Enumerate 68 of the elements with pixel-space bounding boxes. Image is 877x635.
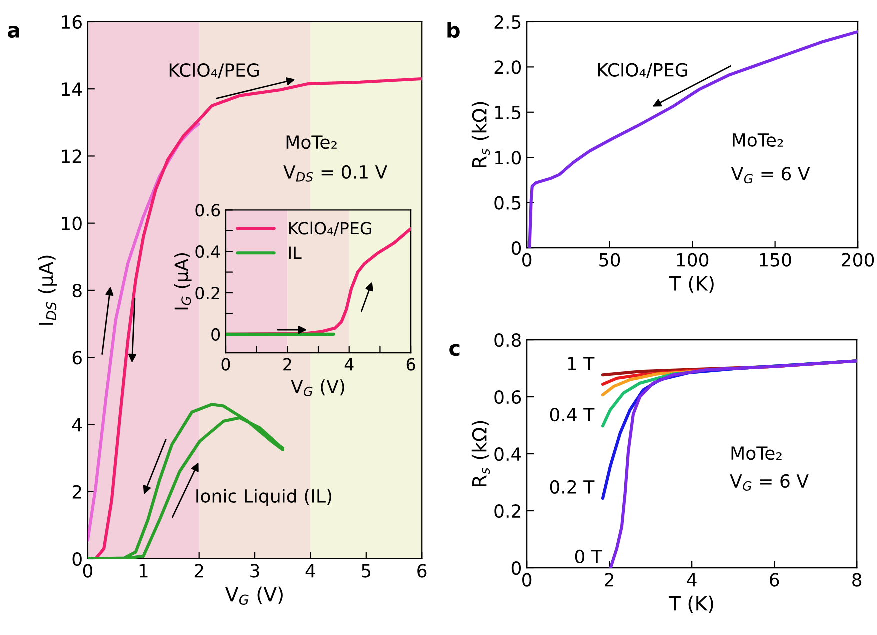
annotation: MoTe₂: [286, 136, 337, 150]
y-axis-title: I$_{G}$ (μA): [174, 254, 192, 310]
y-tick-label: 0.6: [196, 204, 220, 217]
x-tick-label: 0: [522, 573, 532, 587]
y-tick-label: 2.5: [494, 15, 521, 30]
series-label: 0.4 T: [550, 408, 595, 422]
y-tick-label: 0: [72, 552, 82, 566]
x-tick-label: 0: [222, 358, 230, 371]
x-tick-label: 200: [842, 253, 874, 267]
x-axis-title: V$_{G}$ (V): [226, 586, 283, 606]
x-tick-label: 0: [83, 564, 93, 578]
x-tick-label: 6: [770, 573, 780, 587]
x-axis-title: T (K): [669, 596, 714, 614]
y-tick-label: 0: [512, 241, 522, 256]
y-tick-label: 1.5: [495, 106, 521, 120]
x-tick-label: 4: [687, 573, 697, 587]
x-tick-label: 8: [852, 573, 862, 587]
annotation: KClO₄/PEG: [598, 62, 688, 78]
y-axis-title: R$_{s}$ (kΩ): [472, 421, 490, 487]
annotation: MoTe₂: [732, 446, 782, 460]
legend-label: IL: [289, 246, 302, 259]
annotation: MoTe₂: [733, 134, 784, 148]
x-tick-label: 2: [284, 358, 292, 371]
x-axis-title: V$_{G}$ (V): [291, 380, 344, 396]
y-tick-label: 2.0: [494, 60, 522, 74]
series-label: 0 T: [575, 550, 603, 564]
series-label: 0.2 T: [550, 480, 595, 494]
y-tick-label: 0.2: [494, 504, 520, 518]
chart-title: c: [450, 344, 460, 356]
x-tick-label: 6: [418, 564, 427, 578]
x-tick-label: 5: [362, 564, 371, 578]
y-tick-label: 0.6: [494, 390, 522, 404]
y-tick-label: 1.0: [495, 151, 522, 165]
annotation: Ionic Liquid (IL): [196, 489, 332, 507]
y-tick-label: 16: [62, 15, 82, 30]
annotation: V$_{G}$ = 6 V: [731, 167, 810, 184]
x-tick-label: 1: [140, 564, 148, 578]
y-tick-label: 10: [62, 216, 82, 230]
series-label: 1 T: [568, 357, 595, 370]
y-tick-label: 0.5: [494, 196, 521, 210]
legend-label: KClO₄/PEG: [289, 222, 372, 236]
annotation: V$_{DS}$ = 0.1 V: [284, 165, 388, 182]
y-tick-label: 0.8: [494, 334, 521, 348]
y-tick-label: 12: [62, 150, 82, 164]
x-tick-label: 4: [306, 564, 316, 578]
x-tick-label: 3: [250, 564, 260, 578]
y-tick-label: 8: [72, 284, 82, 298]
chart-title: a: [8, 26, 20, 38]
x-tick-label: 50: [600, 253, 620, 267]
annotation: KClO₄/PEG: [170, 63, 259, 79]
y-tick-label: 2: [72, 485, 82, 499]
y-tick-label: 0: [212, 328, 220, 341]
y-tick-label: 4: [72, 418, 82, 432]
x-tick-label: 6: [406, 358, 416, 371]
chart-title: b: [448, 22, 460, 38]
y-axis-title: R$_{s}$ (kΩ): [472, 102, 490, 168]
x-axis-title: T (K): [670, 276, 714, 294]
x-tick-label: 4: [344, 358, 354, 371]
y-tick-label: 0.4: [494, 447, 522, 462]
y-tick-label: 0.2: [196, 286, 220, 300]
x-tick-label: 100: [677, 253, 709, 267]
x-tick-label: 2: [605, 573, 614, 587]
y-tick-label: 0.4: [196, 246, 220, 258]
x-tick-label: 0: [522, 253, 532, 267]
annotation: V$_{G}$ = 6 V: [730, 474, 809, 491]
y-tick-label: 14: [62, 82, 82, 96]
x-tick-label: 150: [760, 253, 792, 267]
y-axis-title: I$_{DS}$ (μA): [38, 256, 58, 325]
